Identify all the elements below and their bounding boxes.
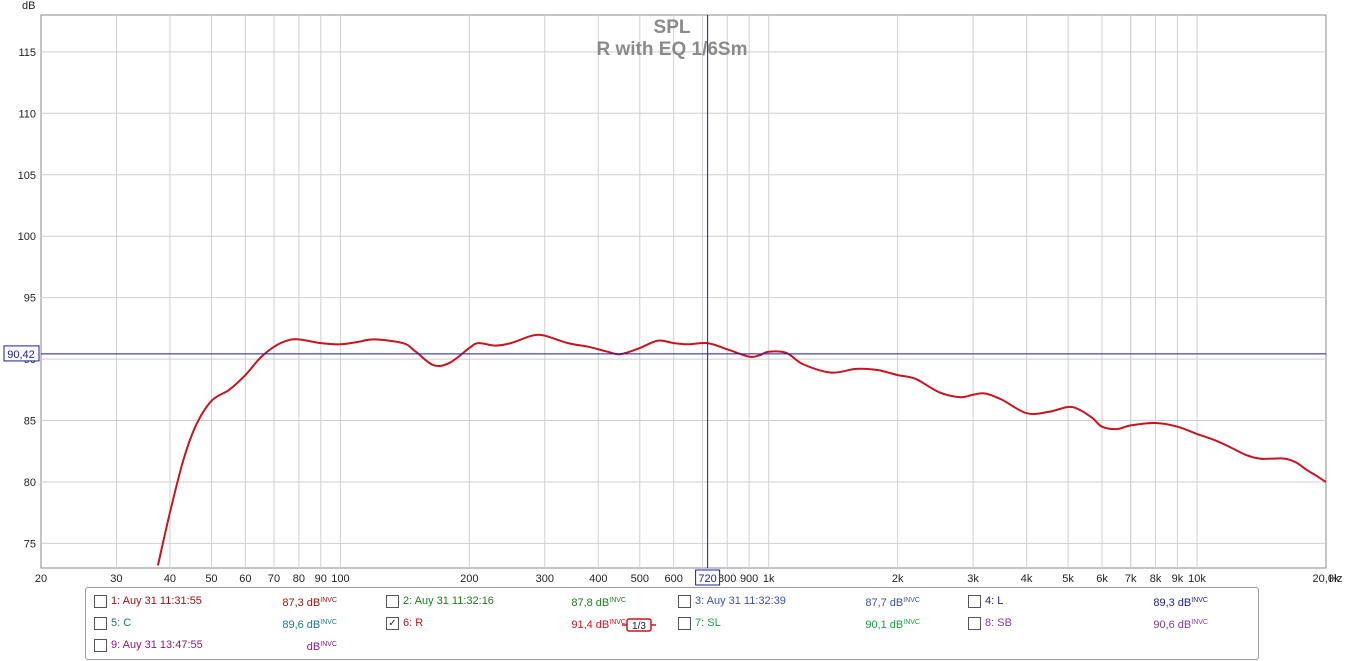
legend-value: dBINVC [252,638,337,654]
x-tick-label: 300 [536,573,554,585]
cursor-y-readout-box [3,345,40,362]
legend-value-suffix: INVC [903,597,920,604]
series-line-r [156,333,1326,566]
grid [41,15,1326,568]
y-tick-label: 105 [18,170,36,182]
legend-label[interactable]: 1: Auy 31 11:31:55 [111,595,202,607]
legend-label[interactable]: 8: SB [985,617,1012,629]
legend-checkbox[interactable] [968,617,981,630]
plot-area [40,14,1327,569]
legend-value-text: dB [306,641,321,653]
y-tick-label: 95 [24,293,36,305]
legend-checkbox[interactable] [94,617,107,630]
legend-value: 87,7 dBINVC [835,594,920,610]
legend-value-suffix: INVC [609,619,626,626]
legend-checkbox[interactable] [968,595,981,608]
x-tick-label: 2k [892,573,904,585]
legend-label[interactable]: 4: L [985,595,1004,607]
legend-value-suffix: INVC [320,597,337,604]
cursor[interactable]: 90,42 720 [3,15,1326,586]
y-tick-label: 85 [24,416,36,428]
x-tick-label: 400 [589,573,607,585]
x-tick-label: 20 [35,573,47,585]
cursor-x-readout-box [695,569,721,586]
y-tick-label: 80 [24,477,36,489]
legend-value: 91,4 dBINVC [541,616,626,632]
chart-title: SPL [654,17,691,38]
legend-value: 89,6 dBINVC [252,616,337,632]
legend-value-text: 90,6 dB [1153,619,1192,631]
x-tick-label: 20,0k [1313,573,1340,585]
cursor-y-readout: 90,42 [7,349,35,361]
x-tick-label: 900 [740,573,758,585]
smoothing-badge[interactable]: 1/3 [622,618,656,632]
legend-label[interactable]: 2: Auy 31 11:32:16 [403,595,494,607]
legend-value-text: 89,6 dB [282,619,321,631]
legend-value-suffix: INVC [903,619,920,626]
legend-value-text: 91,4 dB [571,619,610,631]
x-tick-label: 30 [110,573,122,585]
x-tick-label: 1k [763,573,775,585]
legend-value-suffix: INVC [1191,619,1208,626]
x-tick-label: 800 [718,573,736,585]
y-tick-label: 115 [18,47,36,59]
y-tick-label: 75 [24,538,36,550]
legend-label[interactable]: 7: SL [695,617,721,629]
legend-label[interactable]: 3: Auy 31 11:32:39 [695,595,786,607]
legend-checkbox[interactable] [94,595,107,608]
legend-value-text: 87,3 dB [282,597,321,609]
legend-checkbox[interactable] [678,595,691,608]
x-tick-label: 3k [967,573,979,585]
spl-chart: 75 80 85 90 95 100 105 110 115 20 30 40 50 60 70 80 90 1… [3,0,1342,586]
x-tick-label: 80 [293,573,305,585]
legend-label[interactable]: 5: C [111,617,132,629]
series-layer [156,333,1326,566]
legend-value: 90,6 dBINVC [1123,616,1208,632]
legend-value-text: 89,3 dB [1153,597,1192,609]
x-tick-label: 7k [1125,573,1137,585]
legend-value-suffix: INVC [320,641,337,648]
cursor-x-readout: 720 [698,573,716,585]
x-axis: 20 30 40 50 60 70 80 90 100 200 300 400 500 600 800 900… [35,573,1340,585]
measurement-legend: 1/3 1: Auy 31 11:31:55 87,3 dBINVC 2: Auy … [85,587,1259,660]
legend-value-suffix: INVC [1191,597,1208,604]
chart-subtitle: R with EQ 1/6Sm [597,39,748,60]
smoothing-label: 1/3 [632,621,646,632]
x-axis-unit: Hz [1329,573,1342,585]
x-tick-label: 5k [1062,573,1074,585]
y-tick-label: 100 [18,231,36,243]
legend-checkbox[interactable] [678,617,691,630]
y-axis: 7580859095100105110115 [18,47,36,551]
legend-value-text: 87,7 dB [865,597,904,609]
legend-value-text: 87,8 dB [571,597,610,609]
legend-value-suffix: INVC [320,619,337,626]
x-tick-label: 40 [164,573,176,585]
x-tick-label: 70 [268,573,280,585]
x-tick-label: 8k [1150,573,1162,585]
x-tick-label: 60 [239,573,251,585]
legend-checkbox[interactable]: ✓ [386,617,399,630]
legend-value: 87,3 dBINVC [252,594,337,610]
legend-label[interactable]: 9: Auy 31 13:47:55 [111,639,203,651]
legend-value-suffix: INVC [609,597,626,604]
legend-value-text: 90,1 dB [865,619,904,631]
x-tick-label: 500 [631,573,649,585]
legend-value: 87,8 dBINVC [541,594,626,610]
x-tick-label: 9k [1172,573,1184,585]
x-tick-label: 4k [1021,573,1033,585]
legend-label[interactable]: 6: R [403,617,424,629]
x-tick-label: 100 [331,573,349,585]
y-axis-unit: dB [22,0,35,12]
legend-value: 89,3 dBINVC [1123,594,1208,610]
x-tick-label: 10k [1188,573,1206,585]
legend-checkbox[interactable] [94,639,107,652]
legend-checkbox[interactable] [386,595,399,608]
x-tick-label: 600 [665,573,683,585]
x-tick-label: 50 [205,573,217,585]
y-tick-label: 110 [18,108,36,120]
x-tick-label: 90 [315,573,327,585]
x-tick-label: 200 [460,573,478,585]
x-tick-label: 6k [1096,573,1108,585]
legend-value: 90,1 dBINVC [835,616,920,632]
